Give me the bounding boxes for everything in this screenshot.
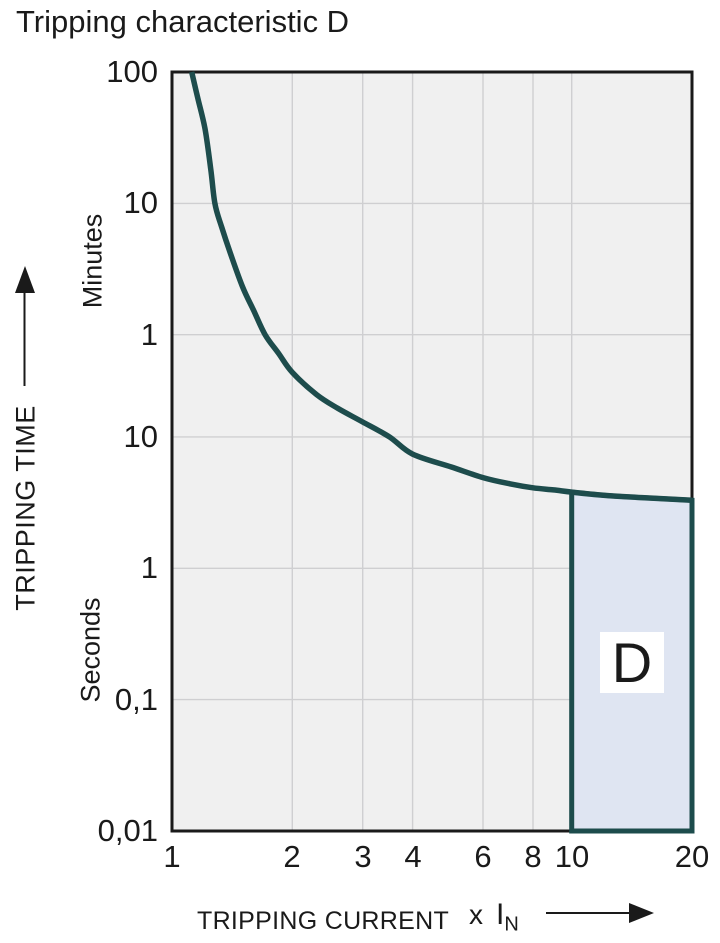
multiplier-x: x [469,899,483,930]
tripping-curve [189,71,693,503]
y-axis-tick-label: 0,01 [97,813,158,848]
up-arrow-icon [15,266,35,293]
x-axis-title: TRIPPING CURRENT [197,907,450,935]
x-axis-tick-label: 3 [354,839,372,874]
x-axis-tick-label: 10 [554,839,590,874]
x-axis-tick-label: 2 [283,839,301,874]
multiplier-subscript: N [504,913,519,936]
y-axis-tick-label: 100 [106,54,158,89]
region-d-label: D [611,630,653,694]
page-title: Tripping characteristic D [16,4,350,39]
right-arrow-icon [629,903,654,923]
y-axis-tick-label: 10 [123,185,158,220]
x-axis-multiplier: x IN [469,898,519,937]
x-axis-tick-label: 20 [674,839,710,874]
y-axis-unit-minutes: Minutes [77,213,108,309]
multiplier-current-symbol: I [496,898,505,931]
y-axis-tick-label: 1 [140,550,158,585]
x-axis-tick-label: 6 [474,839,492,874]
y-axis-tick-label: 0,1 [114,682,158,717]
y-axis-tick-label: 1 [140,317,158,352]
x-axis-tick-label: 4 [404,839,422,874]
x-axis-tick-label: 1 [163,839,181,874]
y-axis-tick-label: 10 [123,419,158,454]
x-axis-tick-label: 8 [524,839,542,874]
plot-border [170,70,694,833]
region-d-label-box: D [600,632,664,693]
